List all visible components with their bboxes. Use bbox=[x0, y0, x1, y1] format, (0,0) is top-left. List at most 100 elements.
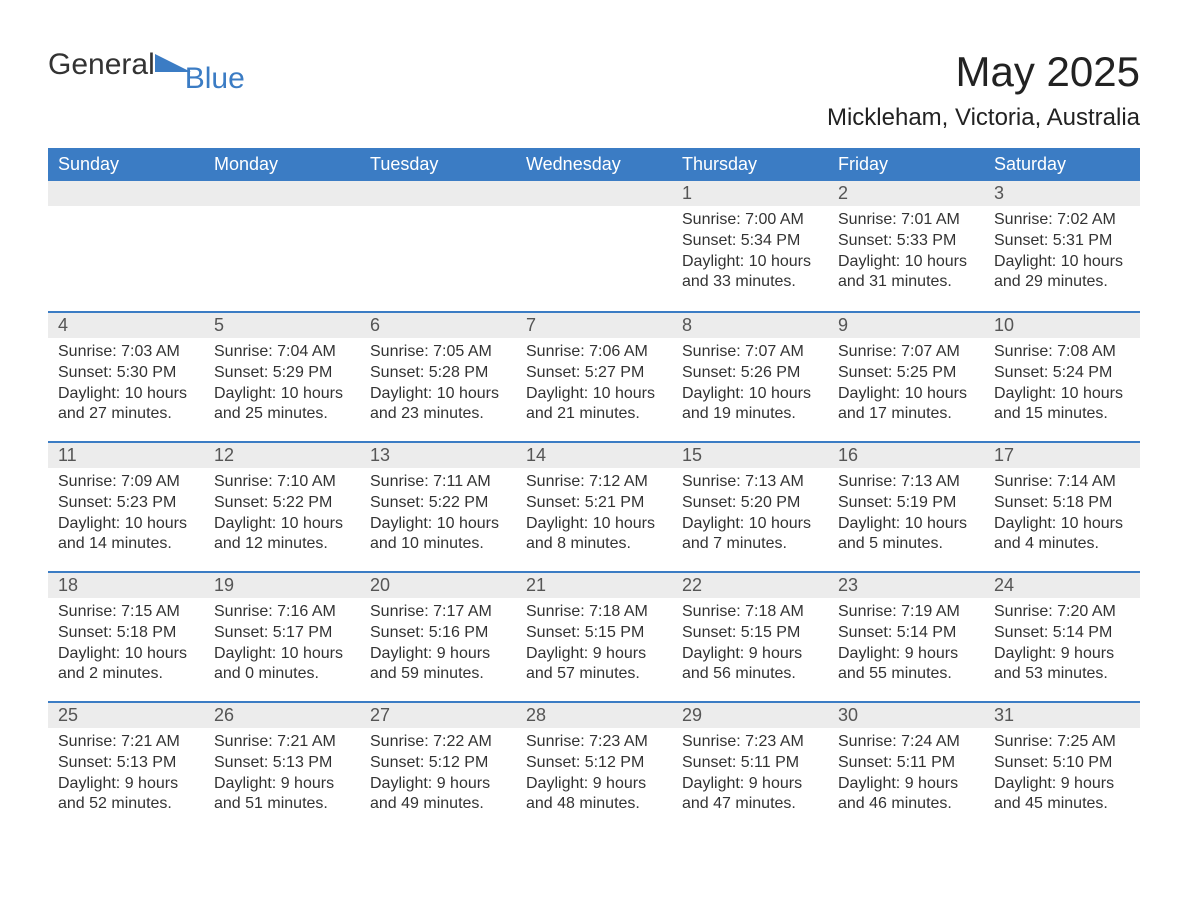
day-content: Sunrise: 7:23 AMSunset: 5:12 PMDaylight:… bbox=[516, 728, 672, 821]
sunset-text: Sunset: 5:12 PM bbox=[370, 753, 506, 774]
sunrise-text: Sunrise: 7:23 AM bbox=[682, 732, 818, 753]
daylight-text: Daylight: 9 hours and 59 minutes. bbox=[370, 644, 506, 686]
calendar-day-cell: 20Sunrise: 7:17 AMSunset: 5:16 PMDayligh… bbox=[360, 571, 516, 701]
sunset-text: Sunset: 5:18 PM bbox=[58, 623, 194, 644]
daylight-text: Daylight: 10 hours and 8 minutes. bbox=[526, 514, 662, 556]
sunset-text: Sunset: 5:30 PM bbox=[58, 363, 194, 384]
daylight-text: Daylight: 9 hours and 51 minutes. bbox=[214, 774, 350, 816]
daylight-text: Daylight: 10 hours and 21 minutes. bbox=[526, 384, 662, 426]
logo-text-blue: Blue bbox=[185, 62, 245, 96]
day-content: Sunrise: 7:07 AMSunset: 5:26 PMDaylight:… bbox=[672, 338, 828, 431]
daylight-text: Daylight: 10 hours and 7 minutes. bbox=[682, 514, 818, 556]
weekday-header: Wednesday bbox=[516, 148, 672, 181]
sunrise-text: Sunrise: 7:07 AM bbox=[838, 342, 974, 363]
daylight-text: Daylight: 10 hours and 27 minutes. bbox=[58, 384, 194, 426]
day-content: Sunrise: 7:13 AMSunset: 5:20 PMDaylight:… bbox=[672, 468, 828, 561]
logo: General Blue bbox=[48, 48, 259, 82]
day-number: 22 bbox=[672, 571, 828, 598]
sunset-text: Sunset: 5:11 PM bbox=[682, 753, 818, 774]
calendar-day-cell bbox=[48, 181, 204, 311]
sunset-text: Sunset: 5:14 PM bbox=[838, 623, 974, 644]
sunrise-text: Sunrise: 7:09 AM bbox=[58, 472, 194, 493]
calendar-day-cell bbox=[360, 181, 516, 311]
sunrise-text: Sunrise: 7:06 AM bbox=[526, 342, 662, 363]
day-content: Sunrise: 7:07 AMSunset: 5:25 PMDaylight:… bbox=[828, 338, 984, 431]
calendar-day-cell: 4 Sunrise: 7:03 AMSunset: 5:30 PMDaylight… bbox=[48, 311, 204, 441]
daylight-text: Daylight: 10 hours and 25 minutes. bbox=[214, 384, 350, 426]
daylight-text: Daylight: 10 hours and 19 minutes. bbox=[682, 384, 818, 426]
sunset-text: Sunset: 5:22 PM bbox=[370, 493, 506, 514]
day-content: Sunrise: 7:02 AMSunset: 5:31 PMDaylight:… bbox=[984, 206, 1140, 299]
day-number: 4 bbox=[48, 311, 204, 338]
sunset-text: Sunset: 5:29 PM bbox=[214, 363, 350, 384]
calendar-day-cell bbox=[516, 181, 672, 311]
calendar-day-cell: 28Sunrise: 7:23 AMSunset: 5:12 PMDayligh… bbox=[516, 701, 672, 831]
calendar-day-cell: 22Sunrise: 7:18 AMSunset: 5:15 PMDayligh… bbox=[672, 571, 828, 701]
sunset-text: Sunset: 5:19 PM bbox=[838, 493, 974, 514]
day-content: Sunrise: 7:20 AMSunset: 5:14 PMDaylight:… bbox=[984, 598, 1140, 691]
sunset-text: Sunset: 5:15 PM bbox=[526, 623, 662, 644]
sunrise-text: Sunrise: 7:10 AM bbox=[214, 472, 350, 493]
calendar-table: Sunday Monday Tuesday Wednesday Thursday… bbox=[48, 148, 1140, 831]
day-content: Sunrise: 7:13 AMSunset: 5:19 PMDaylight:… bbox=[828, 468, 984, 561]
sunrise-text: Sunrise: 7:20 AM bbox=[994, 602, 1130, 623]
day-content: Sunrise: 7:15 AMSunset: 5:18 PMDaylight:… bbox=[48, 598, 204, 691]
calendar-day-cell: 18Sunrise: 7:15 AMSunset: 5:18 PMDayligh… bbox=[48, 571, 204, 701]
sunset-text: Sunset: 5:15 PM bbox=[682, 623, 818, 644]
daylight-text: Daylight: 10 hours and 14 minutes. bbox=[58, 514, 194, 556]
sunset-text: Sunset: 5:33 PM bbox=[838, 231, 974, 252]
daylight-text: Daylight: 9 hours and 57 minutes. bbox=[526, 644, 662, 686]
calendar-day-cell bbox=[204, 181, 360, 311]
day-number: 31 bbox=[984, 701, 1140, 728]
day-number: 8 bbox=[672, 311, 828, 338]
sunset-text: Sunset: 5:26 PM bbox=[682, 363, 818, 384]
calendar-day-cell: 23Sunrise: 7:19 AMSunset: 5:14 PMDayligh… bbox=[828, 571, 984, 701]
calendar-day-cell: 29Sunrise: 7:23 AMSunset: 5:11 PMDayligh… bbox=[672, 701, 828, 831]
sunrise-text: Sunrise: 7:11 AM bbox=[370, 472, 506, 493]
calendar-day-cell: 7Sunrise: 7:06 AMSunset: 5:27 PMDaylight… bbox=[516, 311, 672, 441]
daylight-text: Daylight: 9 hours and 53 minutes. bbox=[994, 644, 1130, 686]
sunset-text: Sunset: 5:17 PM bbox=[214, 623, 350, 644]
sunrise-text: Sunrise: 7:02 AM bbox=[994, 210, 1130, 231]
day-content: Sunrise: 7:16 AMSunset: 5:17 PMDaylight:… bbox=[204, 598, 360, 691]
weekday-header: Thursday bbox=[672, 148, 828, 181]
daylight-text: Daylight: 9 hours and 56 minutes. bbox=[682, 644, 818, 686]
daylight-text: Daylight: 10 hours and 17 minutes. bbox=[838, 384, 974, 426]
day-content: Sunrise: 7:01 AMSunset: 5:33 PMDaylight:… bbox=[828, 206, 984, 299]
sunset-text: Sunset: 5:31 PM bbox=[994, 231, 1130, 252]
calendar-day-cell: 9Sunrise: 7:07 AMSunset: 5:25 PMDaylight… bbox=[828, 311, 984, 441]
sunrise-text: Sunrise: 7:04 AM bbox=[214, 342, 350, 363]
calendar-day-cell: 19Sunrise: 7:16 AMSunset: 5:17 PMDayligh… bbox=[204, 571, 360, 701]
sunrise-text: Sunrise: 7:12 AM bbox=[526, 472, 662, 493]
calendar-week-row: 11Sunrise: 7:09 AMSunset: 5:23 PMDayligh… bbox=[48, 441, 1140, 571]
sunrise-text: Sunrise: 7:19 AM bbox=[838, 602, 974, 623]
day-content: Sunrise: 7:22 AMSunset: 5:12 PMDaylight:… bbox=[360, 728, 516, 821]
sunset-text: Sunset: 5:13 PM bbox=[214, 753, 350, 774]
sunrise-text: Sunrise: 7:03 AM bbox=[58, 342, 194, 363]
daylight-text: Daylight: 10 hours and 33 minutes. bbox=[682, 252, 818, 294]
sunset-text: Sunset: 5:13 PM bbox=[58, 753, 194, 774]
calendar-day-cell: 26Sunrise: 7:21 AMSunset: 5:13 PMDayligh… bbox=[204, 701, 360, 831]
sunrise-text: Sunrise: 7:16 AM bbox=[214, 602, 350, 623]
day-number: 16 bbox=[828, 441, 984, 468]
calendar-day-cell: 16Sunrise: 7:13 AMSunset: 5:19 PMDayligh… bbox=[828, 441, 984, 571]
sunrise-text: Sunrise: 7:22 AM bbox=[370, 732, 506, 753]
day-content: Sunrise: 7:08 AMSunset: 5:24 PMDaylight:… bbox=[984, 338, 1140, 431]
day-content: Sunrise: 7:18 AMSunset: 5:15 PMDaylight:… bbox=[516, 598, 672, 691]
day-number: 11 bbox=[48, 441, 204, 468]
day-number: 1 bbox=[672, 181, 828, 206]
day-content: Sunrise: 7:23 AMSunset: 5:11 PMDaylight:… bbox=[672, 728, 828, 821]
weekday-header: Sunday bbox=[48, 148, 204, 181]
day-number bbox=[48, 181, 204, 206]
sunrise-text: Sunrise: 7:21 AM bbox=[214, 732, 350, 753]
weekday-header: Friday bbox=[828, 148, 984, 181]
day-content: Sunrise: 7:10 AMSunset: 5:22 PMDaylight:… bbox=[204, 468, 360, 561]
daylight-text: Daylight: 9 hours and 45 minutes. bbox=[994, 774, 1130, 816]
daylight-text: Daylight: 10 hours and 0 minutes. bbox=[214, 644, 350, 686]
calendar-day-cell: 5Sunrise: 7:04 AMSunset: 5:29 PMDaylight… bbox=[204, 311, 360, 441]
day-number: 30 bbox=[828, 701, 984, 728]
calendar-day-cell: 15Sunrise: 7:13 AMSunset: 5:20 PMDayligh… bbox=[672, 441, 828, 571]
day-number: 18 bbox=[48, 571, 204, 598]
day-content: Sunrise: 7:25 AMSunset: 5:10 PMDaylight:… bbox=[984, 728, 1140, 821]
day-content: Sunrise: 7:21 AMSunset: 5:13 PMDaylight:… bbox=[48, 728, 204, 821]
